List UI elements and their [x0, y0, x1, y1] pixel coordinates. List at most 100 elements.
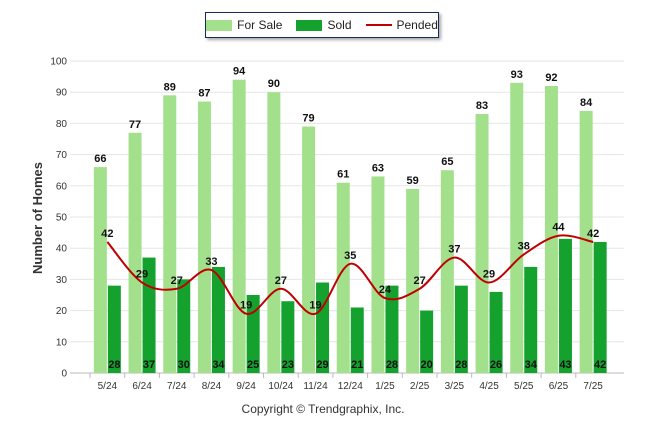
bar-for-sale: [163, 95, 177, 373]
bar-for-sale: [232, 79, 246, 373]
y-tick-label: 50: [56, 213, 68, 224]
x-tick-label: 5/25: [514, 381, 534, 392]
y-tick-label: 60: [56, 181, 68, 192]
x-tick-label: 2/25: [410, 381, 430, 392]
data-label-for-sale: 90: [268, 78, 280, 90]
bar-sold: [558, 238, 572, 373]
bar-sold: [593, 241, 607, 373]
data-label-pended: 19: [309, 300, 321, 312]
y-axis-label: Number of Homes: [30, 162, 45, 274]
data-label-pended: 35: [344, 250, 356, 262]
y-tick-label: 100: [50, 57, 67, 68]
x-tick-label: 6/24: [132, 381, 152, 392]
data-label-pended: 19: [240, 300, 252, 312]
bar-for-sale: [93, 167, 107, 373]
data-label-sold: 28: [455, 359, 467, 371]
data-label-pended: 29: [483, 269, 495, 281]
data-label-sold: 28: [108, 359, 120, 371]
legend-item-for-sale: For Sale: [206, 18, 282, 32]
pended-swatch: [365, 24, 392, 26]
bar-sold: [142, 257, 156, 373]
data-label-for-sale: 87: [198, 88, 210, 100]
data-label-sold: 30: [178, 359, 190, 371]
data-label-sold: 34: [525, 359, 538, 371]
data-label-sold: 28: [386, 359, 398, 371]
legend-label-sold: Sold: [327, 18, 352, 32]
bars: [93, 79, 607, 374]
data-label-pended: 42: [587, 228, 599, 240]
data-label-sold: 29: [316, 359, 328, 371]
bar-sold: [385, 285, 399, 373]
bar-for-sale: [302, 126, 316, 374]
bar-for-sale: [579, 110, 593, 374]
x-tick-label: 10/24: [268, 381, 293, 392]
data-label-pended: 37: [448, 244, 460, 256]
y-axis-ticks: 0 10 20 30 40 50 60 70 80 90 100: [50, 57, 67, 380]
bar-sold: [107, 285, 121, 373]
data-labels: 66 28 42 77 37 29 89 30 27 87 34 33 94 25 19 90 23 27 79 29…: [94, 66, 606, 371]
x-tick-label: 1/25: [375, 381, 395, 392]
data-label-pended: 27: [275, 275, 287, 287]
bar-for-sale: [267, 92, 281, 373]
legend-label-pended: Pended: [396, 18, 438, 32]
data-label-sold: 25: [247, 359, 259, 371]
data-label-sold: 43: [559, 359, 571, 371]
sold-swatch: [296, 19, 323, 31]
bar-for-sale: [371, 176, 385, 373]
y-tick-label: 20: [56, 306, 68, 317]
data-label-sold: 42: [594, 359, 606, 371]
bar-for-sale: [475, 114, 489, 373]
x-tick-label: 4/25: [479, 381, 499, 392]
legend-item-pended: Pended: [365, 18, 438, 32]
y-tick-label: 30: [56, 275, 68, 286]
data-label-pended: 38: [518, 240, 530, 252]
data-label-for-sale: 83: [476, 100, 488, 112]
bar-sold: [316, 282, 330, 373]
bar-for-sale: [440, 170, 454, 373]
pended-line: [106, 234, 594, 315]
y-tick-label: 90: [56, 88, 68, 99]
bar-for-sale: [406, 188, 420, 373]
for-sale-swatch: [206, 19, 233, 31]
data-label-for-sale: 84: [580, 97, 593, 109]
y-tick-label: 80: [56, 119, 68, 130]
data-label-sold: 34: [212, 359, 225, 371]
y-tick-label: 70: [56, 150, 68, 161]
data-label-for-sale: 59: [407, 175, 419, 187]
data-label-for-sale: 93: [511, 69, 523, 81]
y-tick-label: 40: [56, 244, 68, 255]
x-tick-label: 5/24: [98, 381, 118, 392]
x-tick-label: 3/25: [445, 381, 465, 392]
data-label-pended: 29: [136, 269, 148, 281]
x-tick-label: 7/25: [583, 381, 603, 392]
x-tick-label: 8/24: [202, 381, 222, 392]
data-label-for-sale: 61: [337, 169, 349, 181]
legend-label-for-sale: For Sale: [237, 18, 283, 32]
legend: For Sale Sold Pended: [205, 12, 439, 38]
y-tick-label: 10: [56, 337, 68, 348]
bar-sold: [177, 279, 191, 373]
bar-sold: [420, 310, 434, 373]
bar-sold: [489, 291, 503, 373]
data-label-for-sale: 79: [302, 113, 314, 125]
data-label-for-sale: 94: [233, 66, 246, 78]
data-label-for-sale: 66: [94, 153, 106, 165]
data-label-for-sale: 77: [129, 119, 141, 131]
data-label-for-sale: 63: [372, 162, 384, 174]
bar-sold: [350, 307, 364, 373]
pended-line-path: [106, 234, 594, 315]
data-label-pended: 27: [414, 275, 426, 287]
x-tick-label: 6/25: [549, 381, 569, 392]
data-label-sold: 20: [421, 359, 433, 371]
data-label-for-sale: 92: [545, 72, 557, 84]
data-label-pended: 33: [205, 256, 217, 268]
x-tick-label: 11/24: [303, 381, 328, 392]
data-label-pended: 24: [379, 284, 392, 296]
bar-sold: [211, 266, 225, 373]
data-label-for-sale: 65: [441, 156, 453, 168]
data-label-pended: 27: [171, 275, 183, 287]
bar-for-sale: [510, 82, 524, 373]
bar-sold: [281, 301, 295, 373]
bar-for-sale: [336, 182, 350, 373]
